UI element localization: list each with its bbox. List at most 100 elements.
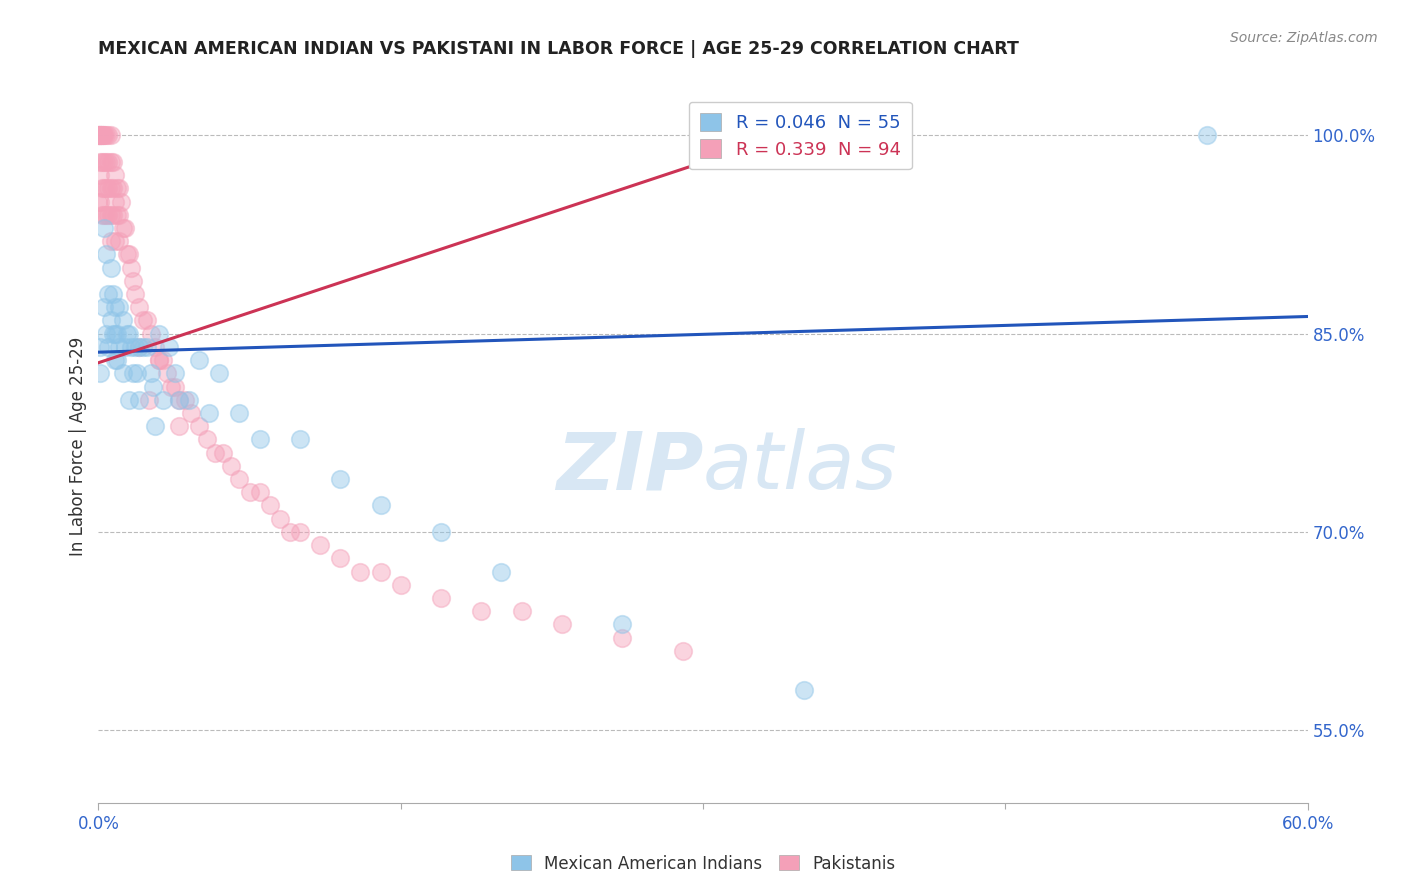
Point — [135, 313, 157, 327]
Point — [208, 367, 231, 381]
Point — [249, 433, 271, 447]
Point — [89, 154, 111, 169]
Point — [163, 367, 186, 381]
Point — [89, 128, 111, 143]
Point — [96, 247, 118, 261]
Point — [167, 419, 190, 434]
Point — [249, 485, 271, 500]
Text: Source: ZipAtlas.com: Source: ZipAtlas.com — [1230, 31, 1378, 45]
Point — [93, 221, 115, 235]
Point — [97, 154, 120, 169]
Point — [120, 340, 142, 354]
Point — [160, 379, 183, 393]
Point — [96, 154, 118, 169]
Point — [118, 392, 141, 407]
Point — [91, 128, 114, 143]
Point — [97, 340, 120, 354]
Point — [157, 340, 180, 354]
Point — [87, 128, 110, 143]
Point — [93, 128, 115, 143]
Point — [551, 617, 574, 632]
Point — [103, 353, 125, 368]
Point — [128, 340, 150, 354]
Point — [148, 353, 170, 368]
Point — [96, 128, 118, 143]
Point — [93, 208, 115, 222]
Point — [139, 326, 162, 341]
Point — [100, 313, 122, 327]
Point — [125, 367, 148, 381]
Point — [430, 524, 453, 539]
Point — [118, 247, 141, 261]
Point — [89, 128, 111, 143]
Point — [180, 406, 202, 420]
Point — [278, 524, 301, 539]
Point — [107, 234, 129, 248]
Point — [612, 631, 634, 645]
Point — [269, 511, 291, 525]
Point — [288, 524, 311, 539]
Point — [198, 406, 221, 420]
Point — [101, 208, 124, 222]
Point — [96, 208, 118, 222]
Point — [152, 353, 174, 368]
Point — [96, 181, 118, 195]
Point — [491, 565, 513, 579]
Point — [93, 300, 115, 314]
Point — [239, 485, 262, 500]
Point — [100, 128, 122, 143]
Point — [87, 128, 110, 143]
Point — [128, 340, 150, 354]
Point — [179, 392, 201, 407]
Point — [100, 154, 122, 169]
Point — [121, 367, 143, 381]
Point — [107, 208, 129, 222]
Point — [259, 499, 281, 513]
Point — [204, 445, 226, 459]
Point — [370, 499, 392, 513]
Point — [91, 154, 114, 169]
Point — [103, 234, 125, 248]
Point — [87, 128, 110, 143]
Point — [91, 208, 114, 222]
Point — [128, 300, 150, 314]
Point — [612, 617, 634, 632]
Text: atlas: atlas — [703, 428, 898, 507]
Point — [389, 578, 412, 592]
Point — [115, 247, 138, 261]
Point — [128, 392, 150, 407]
Point — [156, 367, 179, 381]
Point — [100, 260, 122, 275]
Point — [100, 234, 122, 248]
Point — [97, 181, 120, 195]
Point — [142, 379, 165, 393]
Point — [143, 419, 166, 434]
Point — [309, 538, 332, 552]
Point — [430, 591, 453, 605]
Point — [89, 128, 111, 143]
Point — [101, 181, 124, 195]
Point — [105, 353, 128, 368]
Point — [93, 128, 115, 143]
Point — [672, 644, 695, 658]
Point — [174, 392, 197, 407]
Point — [103, 300, 125, 314]
Point — [100, 181, 122, 195]
Point — [143, 340, 166, 354]
Y-axis label: In Labor Force | Age 25-29: In Labor Force | Age 25-29 — [69, 336, 87, 556]
Point — [115, 326, 138, 341]
Point — [152, 392, 174, 407]
Point — [349, 565, 371, 579]
Point — [97, 128, 120, 143]
Point — [163, 379, 186, 393]
Point — [212, 445, 235, 459]
Point — [91, 128, 114, 143]
Point — [110, 194, 132, 209]
Point — [195, 433, 218, 447]
Text: MEXICAN AMERICAN INDIAN VS PAKISTANI IN LABOR FORCE | AGE 25-29 CORRELATION CHAR: MEXICAN AMERICAN INDIAN VS PAKISTANI IN … — [98, 40, 1019, 58]
Point — [120, 260, 142, 275]
Point — [103, 194, 125, 209]
Point — [135, 340, 157, 354]
Point — [228, 472, 250, 486]
Point — [114, 340, 136, 354]
